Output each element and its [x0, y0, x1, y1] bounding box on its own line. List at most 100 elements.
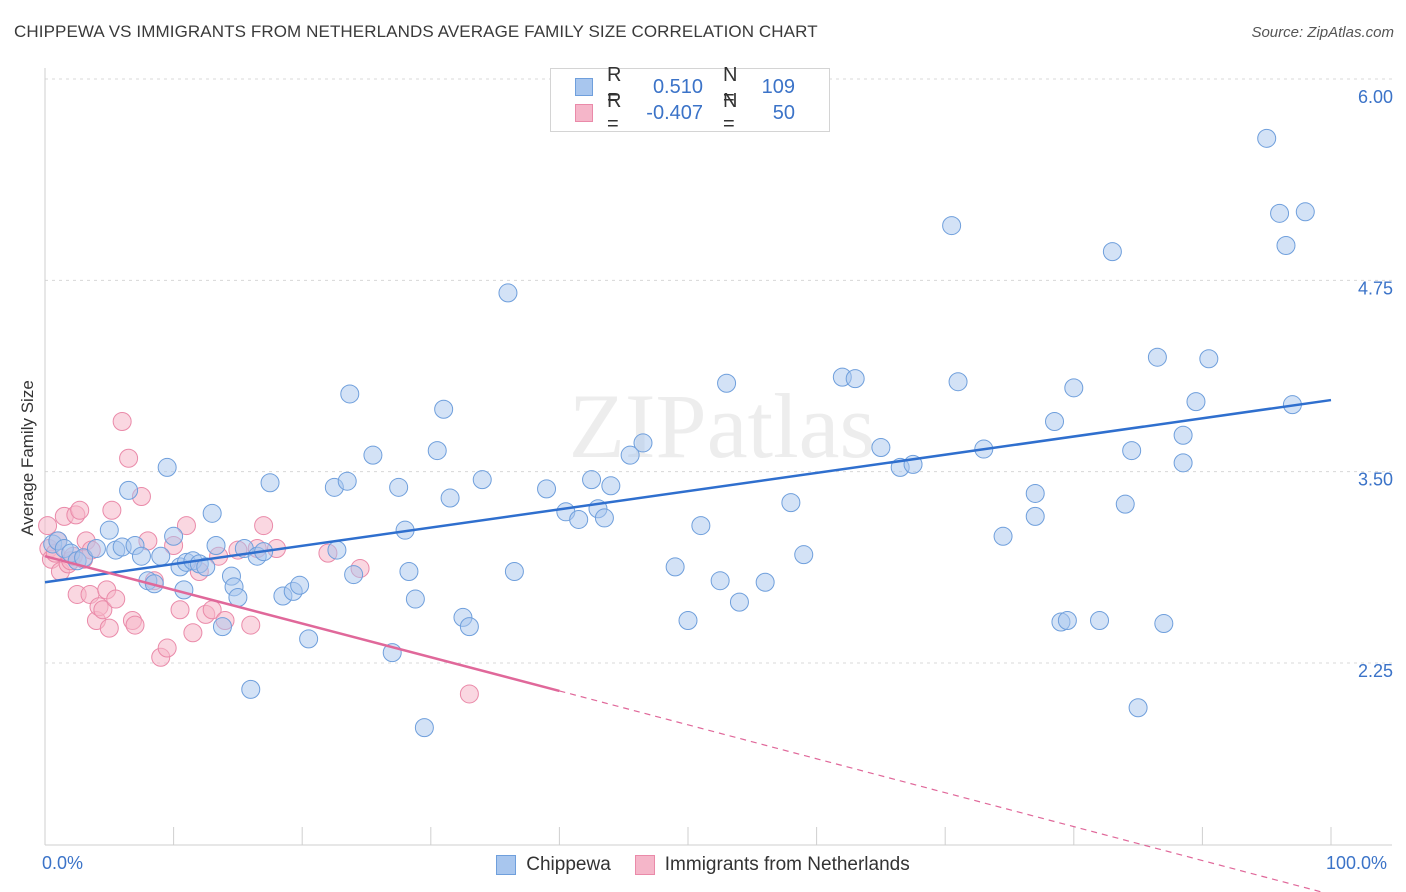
- y-axis-label: Average Family Size: [18, 380, 37, 536]
- netherlands-point: [170, 600, 190, 620]
- chippewa-point: [1090, 610, 1110, 630]
- chippewa-point: [196, 557, 216, 577]
- y-tick-label: 3.50: [1358, 470, 1393, 490]
- chippewa-point: [1102, 242, 1122, 262]
- chippewa-point: [537, 479, 557, 499]
- n-value: 109: [761, 75, 795, 98]
- chippewa-point: [948, 372, 968, 392]
- chippewa-point: [871, 438, 891, 458]
- chippewa-point: [1128, 698, 1148, 718]
- chippewa-point: [1276, 235, 1296, 255]
- netherlands-point: [93, 600, 113, 620]
- chippewa-point: [633, 433, 653, 453]
- netherlands-swatch: [575, 104, 593, 122]
- chippewa-point: [1064, 378, 1084, 398]
- chippewa-point: [389, 477, 409, 497]
- chippewa-legend-swatch: [496, 855, 517, 875]
- correlation-legend: R = 0.510 N = 109 R = -0.407 N = 50: [550, 64, 830, 135]
- chippewa-point: [993, 526, 1013, 546]
- chippewa-point: [1173, 425, 1193, 445]
- axes: [44, 68, 1392, 846]
- chippewa-point: [794, 545, 814, 565]
- x-tick-min: 0.0%: [42, 853, 84, 873]
- grid-lines: [45, 78, 1392, 664]
- chippewa-point: [845, 369, 865, 389]
- chippewa-point: [1057, 610, 1077, 630]
- chippewa-point: [434, 399, 454, 419]
- chippewa-point: [260, 473, 280, 493]
- chippewa-point: [414, 718, 434, 738]
- chippewa-point: [212, 617, 232, 637]
- legend-label-netherlands: Immigrants from Netherlands: [664, 854, 910, 875]
- netherlands-point: [254, 516, 274, 536]
- chippewa-point: [1115, 494, 1135, 514]
- chippewa-point: [327, 540, 347, 560]
- chippewa-point: [151, 546, 171, 566]
- legend-item-netherlands[interactable]: Immigrants from Netherlands: [634, 854, 910, 876]
- netherlands-point: [70, 500, 90, 520]
- chippewa-point: [755, 572, 775, 592]
- chippewa-point: [729, 592, 749, 612]
- chippewa-point: [665, 557, 685, 577]
- chippewa-point: [498, 283, 518, 303]
- netherlands-point: [241, 615, 261, 635]
- chippewa-trend-line: [44, 398, 1332, 584]
- chippewa-point: [504, 562, 524, 582]
- legend-label-chippewa: Chippewa: [526, 854, 611, 875]
- y-tick-label: 4.75: [1358, 278, 1393, 298]
- chippewa-point: [1257, 128, 1277, 148]
- chippewa-point: [206, 535, 226, 555]
- chippewa-point: [427, 441, 447, 461]
- netherlands-point: [183, 623, 203, 643]
- n-label: N =: [723, 90, 738, 135]
- chippewa-point: [119, 480, 139, 500]
- chippewa-point: [459, 617, 479, 637]
- netherlands-point: [176, 516, 196, 536]
- chippewa-point: [781, 493, 801, 513]
- chart-source: Source: ZipAtlas.com: [1251, 24, 1394, 41]
- chippewa-point: [86, 539, 106, 559]
- chippewa-point: [691, 516, 711, 536]
- chippewa-point: [1199, 349, 1219, 369]
- chart-title: CHIPPEWA VS IMMIGRANTS FROM NETHERLANDS …: [14, 22, 818, 41]
- chippewa-point: [620, 445, 640, 465]
- chippewa-point: [99, 520, 119, 540]
- chippewa-point: [1173, 453, 1193, 473]
- chippewa-point: [157, 457, 177, 477]
- netherlands-point: [99, 618, 119, 638]
- y-tick-labels: 2.25 3.50 4.75 6.00: [1358, 87, 1393, 681]
- legend-row-netherlands: R = -0.407 N = 50: [575, 90, 795, 135]
- chippewa-point: [337, 471, 357, 491]
- netherlands-trend-extension: [559, 690, 1324, 892]
- chippewa-point: [1270, 203, 1290, 223]
- x-tick-max: 100.0%: [1326, 853, 1388, 873]
- chippewa-point: [601, 476, 621, 496]
- netherlands-point: [125, 615, 145, 635]
- chippewa-point: [164, 526, 184, 546]
- chippewa-point: [399, 562, 419, 582]
- n-value: 50: [772, 101, 795, 124]
- chippewa-point: [1186, 392, 1206, 412]
- netherlands-point: [459, 684, 479, 704]
- chippewa-point: [344, 565, 364, 585]
- chippewa-point: [363, 445, 383, 465]
- chippewa-point: [1025, 483, 1045, 503]
- netherlands-point: [157, 638, 177, 658]
- chippewa-point: [1295, 202, 1315, 222]
- legend-row-chippewa: R = 0.510 N = 109: [575, 64, 795, 109]
- netherlands-point: [38, 516, 58, 536]
- chippewa-point: [202, 503, 222, 523]
- chippewa-point: [340, 384, 360, 404]
- r-value: -0.407: [646, 101, 703, 124]
- chippewa-point: [569, 509, 589, 529]
- series-legend: Chippewa Immigrants from Netherlands: [0, 851, 1406, 879]
- chippewa-point: [717, 373, 737, 393]
- chippewa-point: [678, 610, 698, 630]
- legend-item-chippewa[interactable]: Chippewa: [496, 854, 611, 876]
- chippewa-swatch: [575, 78, 593, 96]
- trend-lines: [44, 398, 1332, 892]
- chippewa-point: [472, 470, 492, 490]
- chippewa-point: [1045, 412, 1065, 432]
- netherlands-trend-line: [44, 554, 560, 693]
